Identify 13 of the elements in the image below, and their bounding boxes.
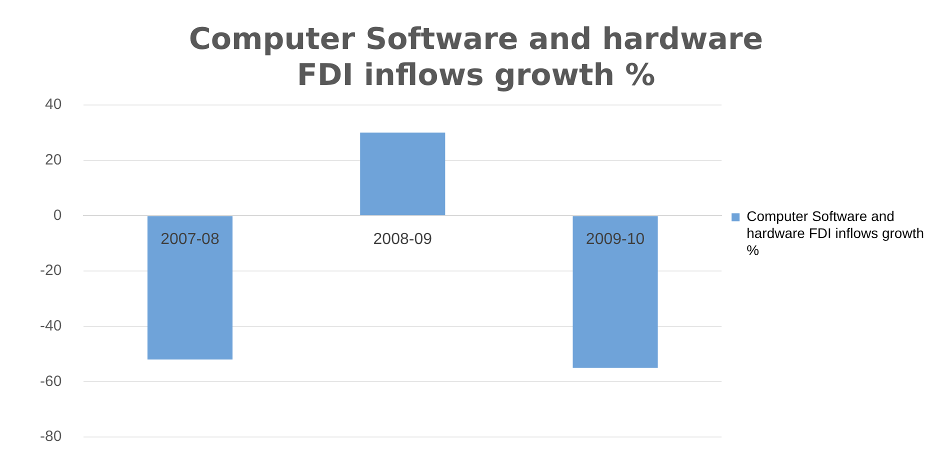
y-tick-label: 40 xyxy=(44,96,62,114)
y-tick-label: 0 xyxy=(53,206,62,224)
y-tick-label: -80 xyxy=(40,428,62,446)
text: FDI inflows growth % xyxy=(296,58,656,93)
text: Computer Software and hardware xyxy=(188,22,764,57)
y-tick-label: 20 xyxy=(44,151,62,168)
y-tick-label: -60 xyxy=(40,372,62,390)
x-tick-label: 2009-10 xyxy=(586,231,645,248)
legend-label: Computer Software and hardware FDI inflows growth % xyxy=(746,208,924,258)
x-tick-label: 2008-09 xyxy=(373,231,432,248)
y-tick-label: -40 xyxy=(40,317,62,334)
y-tick-label: -20 xyxy=(40,262,62,280)
x-tick-label: 2007-08 xyxy=(160,231,220,248)
